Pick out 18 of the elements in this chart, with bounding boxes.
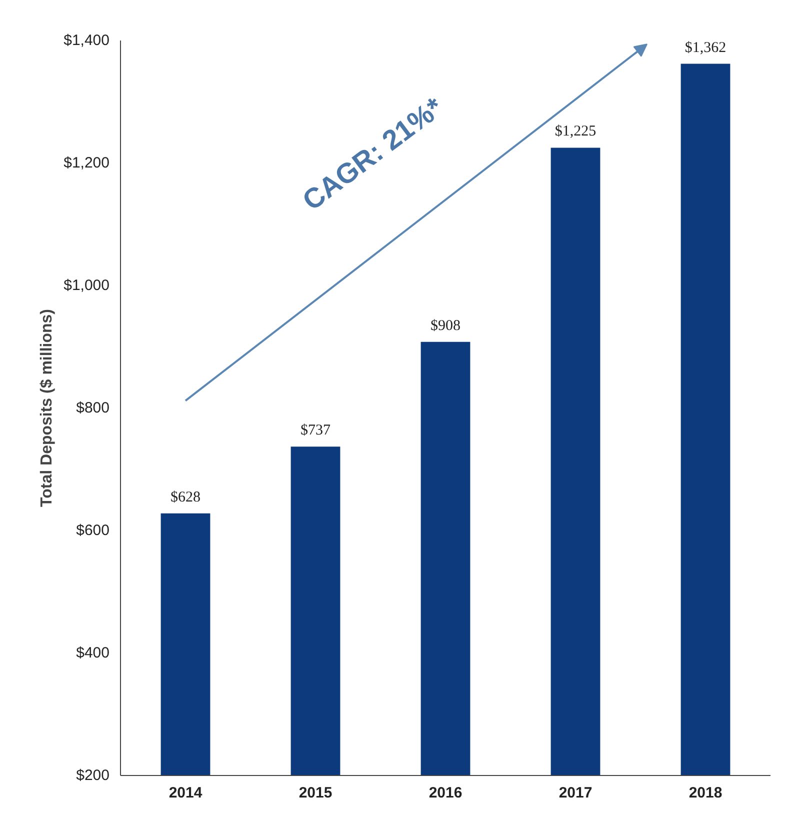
- x-tick-label: 2018: [688, 784, 722, 802]
- x-tick-label: 2015: [298, 784, 332, 802]
- data-label: $1,362: [684, 40, 726, 56]
- y-tick-label: $1,000: [64, 277, 110, 294]
- y-tick-label: $200: [76, 767, 110, 784]
- data-label: $737: [300, 422, 331, 439]
- x-tick-label: 2014: [168, 784, 203, 802]
- y-tick-label: $800: [76, 400, 110, 416]
- data-label: $628: [170, 489, 200, 506]
- y-tick-label: $600: [76, 522, 110, 539]
- x-tick-label: 2017: [558, 784, 592, 802]
- data-label: $1,225: [554, 124, 596, 140]
- y-tick-label: $1,200: [64, 154, 110, 172]
- x-tick-label: 2016: [428, 784, 462, 802]
- y-tick-label: $1,400: [64, 32, 110, 49]
- y-axis-title: Total Deposits ($ millions): [38, 309, 56, 507]
- y-tick-label: $400: [76, 644, 110, 662]
- data-label: $908: [430, 318, 460, 334]
